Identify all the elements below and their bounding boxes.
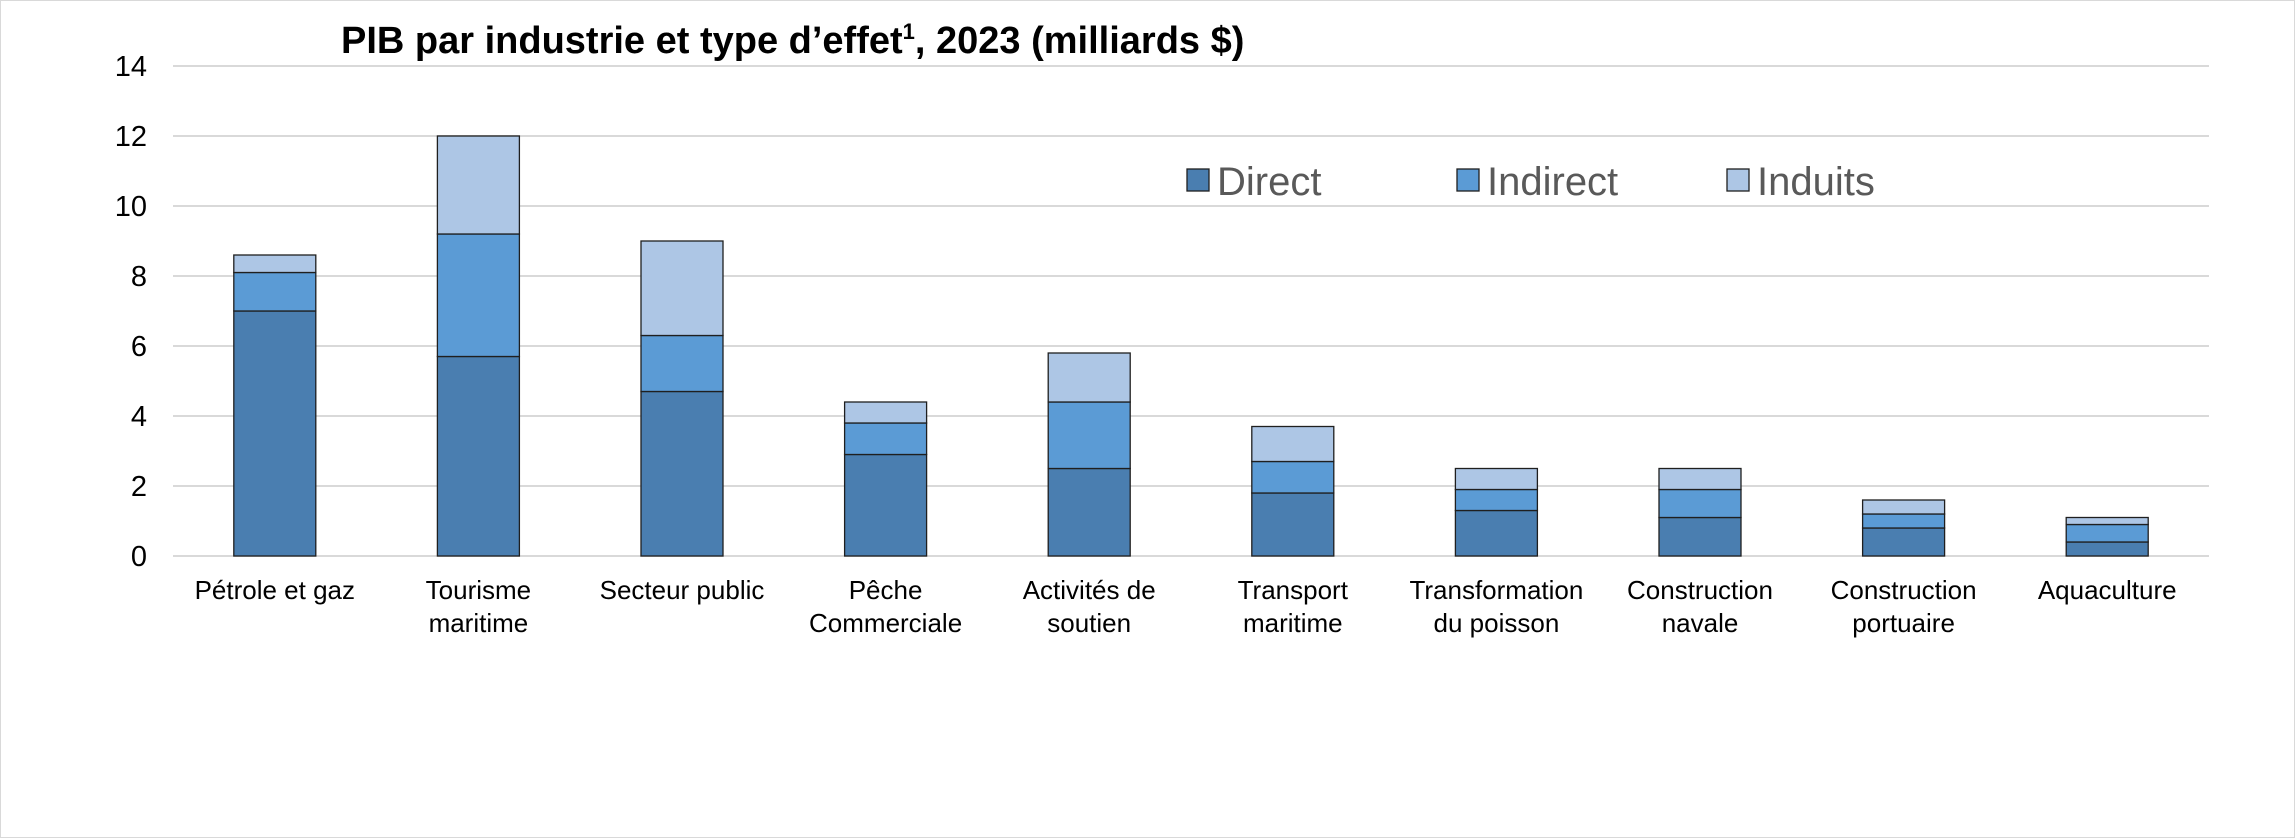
x-tick-label-line: maritime xyxy=(429,608,529,638)
legend-label-indirect: Indirect xyxy=(1487,160,1618,204)
bar-segment-indirect xyxy=(1251,460,1335,494)
bar-segment-direct xyxy=(233,310,317,557)
x-tick-label: Activités de soutien xyxy=(1023,575,1156,638)
bar-segment-induits xyxy=(233,254,317,274)
bar-segment-direct xyxy=(1658,516,1742,557)
bar-segment-indirect xyxy=(233,271,317,312)
x-tick-label: Transformation du poisson xyxy=(1409,575,1583,638)
legend-swatch-indirect xyxy=(1456,168,1480,192)
y-tick-label: 14 xyxy=(115,51,147,83)
bar-segment-induits xyxy=(843,401,928,424)
bar-segment-indirect xyxy=(640,334,724,393)
x-tick-label-line: portuaire xyxy=(1852,608,1955,638)
bar-segment-direct xyxy=(640,390,724,557)
bar-segment-direct xyxy=(1861,527,1946,557)
x-tick-label: Pêche Commerciale xyxy=(809,575,962,638)
bars xyxy=(233,135,2149,557)
y-tick-label: 4 xyxy=(131,401,147,433)
x-tick-label-line: Construction xyxy=(1831,575,1977,605)
x-tick-label: Construction navale xyxy=(1627,575,1773,638)
x-tick-label-line: Construction xyxy=(1627,575,1773,605)
bar-segment-induits xyxy=(1658,467,1742,491)
bar-segment-induits xyxy=(1861,499,1946,515)
legend-label-induits: Induits xyxy=(1757,160,1875,204)
bar-segment-indirect xyxy=(843,422,928,456)
bar-segment-direct xyxy=(436,355,521,557)
x-tick-label: Construction portuaire xyxy=(1831,575,1977,638)
bar-segment-direct xyxy=(2065,541,2149,557)
legend-swatch-induits xyxy=(1726,168,1750,192)
bar-segment-indirect xyxy=(436,233,521,358)
chart-title: PIB par industrie et type d’effet1, 2023… xyxy=(341,19,1244,62)
x-tick-label: Secteur public xyxy=(600,575,765,605)
y-tick-label: 10 xyxy=(115,191,147,223)
chart-title-superscript: 1 xyxy=(903,19,915,44)
bar-segment-direct xyxy=(1251,492,1335,557)
x-tick-label-line: navale xyxy=(1662,608,1739,638)
chart-title-main: PIB par industrie et type d’effet xyxy=(341,20,903,62)
bar-segment-indirect xyxy=(1658,488,1742,519)
x-tick-label: Transport maritime xyxy=(1238,575,1349,638)
x-tick-label: Pétrole et gaz xyxy=(195,575,355,605)
bar-segment-induits xyxy=(1251,425,1335,463)
x-tick-label-line: Pêche xyxy=(849,575,923,605)
x-tick-label-line: Pétrole et gaz xyxy=(195,575,355,605)
y-tick-label: 12 xyxy=(115,121,147,153)
x-tick-label-line: Activités de xyxy=(1023,575,1156,605)
y-tick-label: 0 xyxy=(131,541,147,573)
bar-segment-induits xyxy=(436,135,521,235)
bar-segment-induits xyxy=(640,240,724,337)
bar-segment-indirect xyxy=(2065,523,2149,543)
x-tick-label-line: Secteur public xyxy=(600,575,765,605)
legend: Direct Indirect Induits xyxy=(1186,160,1875,204)
bar-segment-indirect xyxy=(1047,401,1131,470)
bar-segment-direct xyxy=(1047,467,1131,557)
x-tick-label-line: du poisson xyxy=(1434,608,1560,638)
bar-segment-direct xyxy=(1454,509,1539,557)
x-tick-label-line: Transport xyxy=(1238,575,1349,605)
x-tick-label-line: Commerciale xyxy=(809,608,962,638)
bar-segment-induits xyxy=(2065,516,2149,526)
x-tick-label-line: soutien xyxy=(1047,608,1131,638)
bar-segment-induits xyxy=(1047,352,1131,403)
x-tick-label-line: Aquaculture xyxy=(2038,575,2177,605)
x-tick-label: Tourisme maritime xyxy=(426,575,531,638)
bar-segment-indirect xyxy=(1861,513,1946,529)
bar-segment-indirect xyxy=(1454,488,1539,512)
x-tick-label: Aquaculture xyxy=(2038,575,2177,605)
x-tick-label-line: maritime xyxy=(1243,608,1343,638)
legend-swatch-direct xyxy=(1186,168,1210,192)
y-tick-label: 8 xyxy=(131,261,147,293)
bar-segment-direct xyxy=(843,453,928,557)
y-tick-label: 2 xyxy=(131,471,147,503)
legend-label-direct: Direct xyxy=(1217,160,1321,204)
x-tick-label-line: Tourisme xyxy=(426,575,531,605)
y-axis-ticks: 0 2 4 6 8 10 12 14 xyxy=(115,51,147,573)
bar-segment-induits xyxy=(1454,467,1539,491)
y-tick-label: 6 xyxy=(131,331,147,363)
x-tick-label-line: Transformation xyxy=(1409,575,1583,605)
chart-title-suffix: , 2023 (milliards $) xyxy=(915,20,1245,62)
